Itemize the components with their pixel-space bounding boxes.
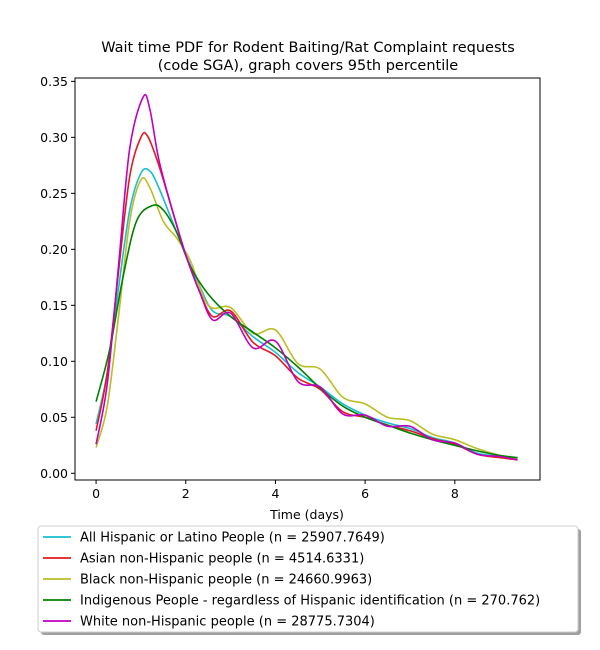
plot-area: [75, 78, 540, 480]
series-line-3: [95, 176, 518, 460]
legend-label: All Hispanic or Latino People (n = 25907…: [80, 531, 385, 546]
series-line-2: [95, 131, 518, 461]
legend-label: Black non-Hispanic people (n = 24660.996…: [80, 573, 372, 588]
legend-items: All Hispanic or Latino People (n = 25907…: [43, 531, 540, 630]
legend: All Hispanic or Latino People (n = 25907…: [37, 525, 581, 635]
chart-title-line-1: Wait time PDF for Rodent Baiting/Rat Com…: [101, 40, 515, 56]
series-lines: [95, 93, 518, 461]
legend-label: White non-Hispanic people (n = 28775.730…: [80, 615, 375, 630]
y-tick-label: 0.10: [40, 354, 68, 369]
x-tick-label: 6: [361, 486, 369, 501]
y-tick-label: 0.05: [40, 410, 68, 425]
chart-title-line-2: (code SGA), graph covers 95th percentile: [158, 58, 459, 74]
legend-label: Indigenous People - regardless of Hispan…: [80, 594, 540, 609]
y-tick-label: 0.30: [40, 130, 68, 145]
y-axis-ticks: 0.00 0.05 0.10 0.15 0.20 0.25 0.30 0.35: [40, 74, 75, 481]
y-tick-label: 0.25: [40, 186, 68, 201]
y-tick-label: 0.35: [40, 74, 68, 89]
legend-box: [37, 525, 579, 633]
x-tick-label: 0: [92, 486, 100, 501]
x-axis-ticks: 0 2 4 6 8: [92, 480, 459, 501]
series-line-1: [95, 167, 518, 460]
x-axis-label: Time (days): [269, 507, 344, 522]
plot-frame: [74, 77, 541, 481]
x-tick-label: 2: [182, 486, 190, 501]
y-tick-label: 0.00: [40, 466, 68, 481]
x-tick-label: 8: [451, 486, 459, 501]
y-tick-label: 0.15: [40, 298, 68, 313]
legend-label: Asian non-Hispanic people (n = 4514.6331…: [80, 552, 364, 567]
y-tick-label: 0.20: [40, 242, 68, 257]
x-tick-label: 4: [271, 486, 279, 501]
series-line-5: [95, 93, 518, 461]
